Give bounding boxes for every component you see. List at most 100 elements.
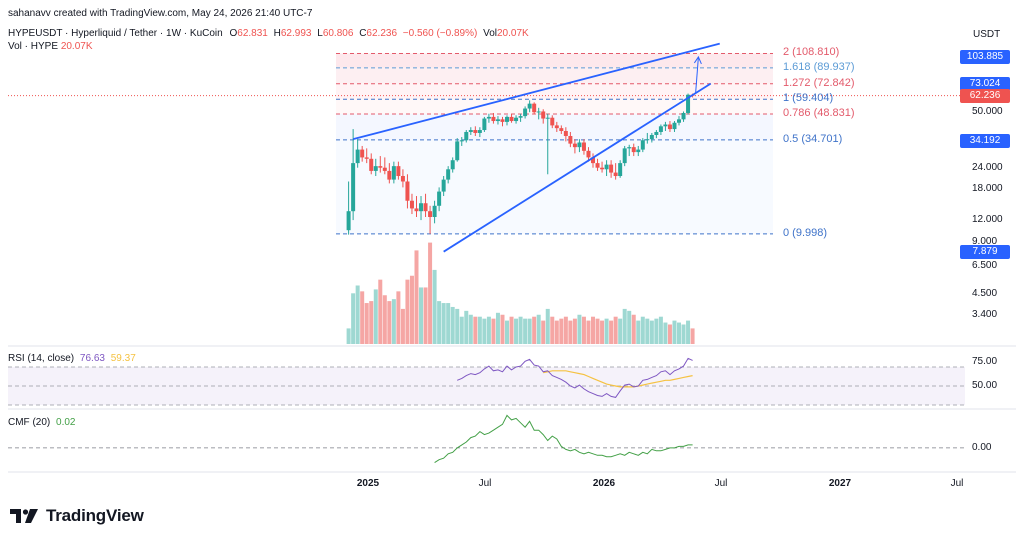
volume-bar xyxy=(405,279,410,344)
volume-bar xyxy=(518,316,523,344)
volume-bar xyxy=(545,308,550,344)
candle-body xyxy=(595,163,600,168)
candle-body xyxy=(645,139,650,141)
projection-arrow-line xyxy=(695,56,699,94)
cmf-pane xyxy=(8,414,965,464)
price-badge: 103.885 xyxy=(960,49,1010,64)
time-tick-label: Jul xyxy=(714,478,728,489)
candle-body xyxy=(618,163,623,177)
candle-body xyxy=(581,142,586,151)
volume-bar xyxy=(486,316,491,344)
volume-bar xyxy=(409,275,414,344)
candle-body xyxy=(636,149,641,153)
candle-body xyxy=(446,169,451,180)
volume-bar xyxy=(627,310,632,344)
cmf-line xyxy=(434,414,693,464)
volume-bar xyxy=(649,320,654,344)
candle-body xyxy=(658,126,663,132)
volume-bar xyxy=(477,316,482,344)
candle-body xyxy=(681,112,686,120)
volume-bar xyxy=(459,316,464,344)
candle-body xyxy=(568,136,573,144)
ohlc-h-label: H xyxy=(273,28,281,39)
candle-body xyxy=(473,130,478,133)
candle-body xyxy=(391,166,396,180)
candle-body xyxy=(545,117,550,119)
volume-bar xyxy=(591,316,596,344)
fib-band xyxy=(336,67,773,84)
candle-body xyxy=(450,160,455,170)
volume-bar xyxy=(681,324,686,344)
volume-bar xyxy=(387,301,392,344)
candle-body xyxy=(378,166,383,168)
fib-label: 1.272 (72.842) xyxy=(783,76,855,89)
rsi-value: 76.63 xyxy=(79,353,105,364)
candle-body xyxy=(591,157,596,164)
candle-body xyxy=(667,124,672,130)
volume-bar xyxy=(559,318,564,344)
candle-body xyxy=(495,119,500,122)
fib-label: 2 (108.810) xyxy=(783,46,840,59)
candle-body xyxy=(677,119,682,123)
volume-bar xyxy=(631,314,636,344)
candle-body xyxy=(604,164,609,170)
volume-bar xyxy=(468,314,473,344)
ohlc-l-label: L xyxy=(317,28,323,39)
candle-body xyxy=(563,131,568,137)
candle-body xyxy=(400,176,405,182)
price-badge: 7.879 xyxy=(960,244,1010,259)
price-tick-label: 18.000 xyxy=(972,183,1003,195)
candle-body xyxy=(409,200,414,209)
price-badge: 62.236 xyxy=(960,88,1010,103)
candle-body xyxy=(360,149,365,158)
volume-bar xyxy=(419,287,424,344)
volume-bar xyxy=(360,291,365,344)
volume-bar xyxy=(572,318,577,344)
candle-body xyxy=(468,130,473,132)
volume-bar xyxy=(672,320,677,344)
volume-bar xyxy=(600,320,605,344)
volume-bar xyxy=(604,318,609,344)
candle-body xyxy=(482,118,487,131)
time-tick-label: Jul xyxy=(950,478,964,489)
rsi-tick-label: 75.00 xyxy=(972,356,998,368)
candle-body xyxy=(532,103,537,113)
candle-body xyxy=(586,150,591,158)
candle-body xyxy=(382,167,387,171)
volume-bar xyxy=(369,301,374,344)
volume-bar xyxy=(455,308,460,344)
rising-wedge-lower-line xyxy=(443,82,712,253)
rsi-name: RSI (14, close) xyxy=(8,353,75,364)
volume-bar xyxy=(536,314,541,344)
volume-bar xyxy=(428,242,433,344)
price-badge: 34.192 xyxy=(960,133,1010,148)
price-tick-label: 24.000 xyxy=(972,161,1003,173)
candle-body xyxy=(609,164,614,173)
candle-body xyxy=(437,191,442,206)
volume-bar xyxy=(581,316,586,344)
fib-band xyxy=(336,99,773,115)
candle-body xyxy=(613,172,618,177)
fib-label: 0.786 (48.831) xyxy=(783,107,855,119)
candle-body xyxy=(631,147,636,153)
volume-bar xyxy=(351,293,356,344)
volume-bar xyxy=(609,320,614,344)
volume-bar xyxy=(355,285,360,344)
candle-body xyxy=(600,167,605,170)
candle-body xyxy=(654,131,659,135)
ohlc-change: −0.560 (−0.89%) xyxy=(402,28,478,39)
volume-bar xyxy=(577,314,582,344)
candle-body xyxy=(364,157,369,159)
time-tick-label: 2027 xyxy=(828,478,852,489)
ohlc-h-value: 62.993 xyxy=(280,28,312,39)
volume-bar xyxy=(505,320,510,344)
volume-bar xyxy=(541,320,546,344)
candle-body xyxy=(459,140,464,142)
fib-label: 1.618 (89.937) xyxy=(783,60,855,73)
volume-bar xyxy=(400,308,405,344)
volume-bar xyxy=(473,316,478,344)
volume-bar xyxy=(373,289,378,344)
volume-bar xyxy=(437,301,442,344)
volume-bar xyxy=(532,316,537,344)
